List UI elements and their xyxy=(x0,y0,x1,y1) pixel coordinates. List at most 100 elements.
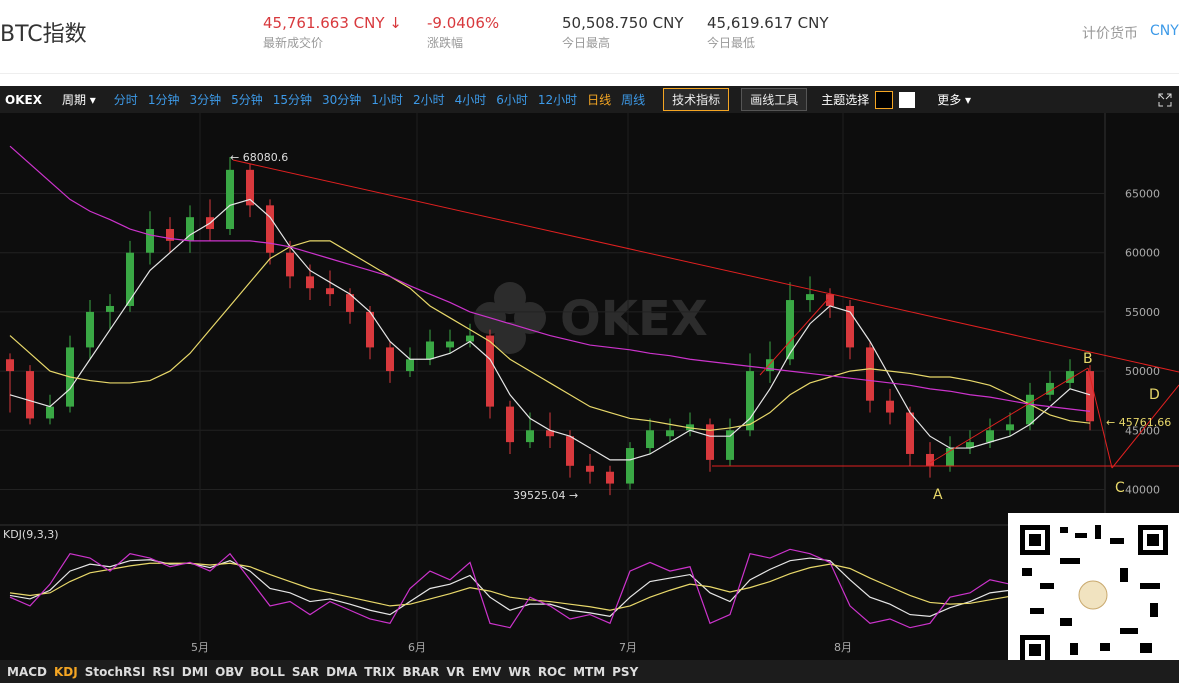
candle-body xyxy=(486,335,494,407)
intervals: 分时 1分钟 3分钟 5分钟 15分钟 30分钟 1小时 2小时 4小时 6小时 12小时 日线 周线 xyxy=(104,91,645,108)
candle-body xyxy=(246,169,254,206)
indicator[interactable]: RSI xyxy=(152,664,175,679)
candle-body xyxy=(306,276,314,289)
candle-body xyxy=(166,229,174,241)
indicator[interactable]: SAR xyxy=(291,664,320,679)
tool-button[interactable]: 技术指标 xyxy=(663,88,730,111)
interval[interactable]: 2小时 xyxy=(412,93,445,107)
index-title: BTC指数 xyxy=(0,22,87,47)
stat: -9.0406% 涨跌幅 xyxy=(427,14,499,51)
interval[interactable]: 4小时 xyxy=(454,93,487,107)
interval[interactable]: 30分钟 xyxy=(322,93,362,107)
candle-body xyxy=(26,371,34,419)
candle-body xyxy=(446,341,454,348)
interval[interactable]: 周线 xyxy=(621,93,646,107)
interval[interactable]: 1分钟 xyxy=(147,93,180,107)
candle-body xyxy=(866,347,874,401)
y-tick-label: 50000 xyxy=(1125,365,1160,378)
point-c: C xyxy=(1115,480,1125,496)
period[interactable]: 周期 ▾ xyxy=(61,93,96,107)
currency-label: 计价货币 xyxy=(1082,26,1138,42)
candle-body xyxy=(346,294,354,312)
currency[interactable]: CNY xyxy=(1150,23,1179,39)
candle-body xyxy=(626,448,634,484)
candle-body xyxy=(146,229,154,253)
candle-body xyxy=(1086,371,1094,422)
kdj-title: KDJ(9,3,3) xyxy=(3,528,59,541)
stat-label: 最新成交价 xyxy=(263,36,324,50)
indicator[interactable]: BRAR xyxy=(402,664,440,679)
kdj-line xyxy=(9,562,1091,611)
ma-line xyxy=(9,145,1091,412)
indicator[interactable]: PSY xyxy=(612,664,639,679)
x-tick-label: 8月 xyxy=(834,641,852,654)
candle-body xyxy=(286,252,294,277)
interval[interactable]: 15分钟 xyxy=(272,93,313,107)
stat-value: 45,761.663 CNY ↓ xyxy=(263,14,402,32)
candle-body xyxy=(566,436,574,466)
indicator[interactable]: VR xyxy=(446,664,465,679)
interval[interactable]: 分时 xyxy=(113,93,138,107)
candle-body xyxy=(926,453,934,466)
last-price-label: ← 45761.66 xyxy=(1106,416,1171,429)
stat-value: -9.0406% xyxy=(427,14,500,32)
point-a: A xyxy=(933,487,943,503)
indicator-bar: MACD KDJ StochRSI RSI DMI OBV BOLL SAR DMA TRIX BR… xyxy=(0,660,1179,683)
stat-value: 45,619.617 CNY xyxy=(707,14,829,32)
interval[interactable]: 6小时 xyxy=(496,93,528,107)
interval[interactable]: 3分钟 xyxy=(189,93,222,107)
theme-dark[interactable] xyxy=(875,90,894,109)
stat-value: 50,508.750 CNY xyxy=(562,14,684,32)
candle-body xyxy=(526,430,534,443)
candle-body xyxy=(786,300,794,360)
ma-lines xyxy=(9,145,1091,461)
interval[interactable]: 5分钟 xyxy=(231,93,263,107)
candle-body xyxy=(846,305,854,348)
stat: 45,619.617 CNY 今日最低 xyxy=(707,14,829,51)
indicator[interactable]: DMA xyxy=(326,664,358,679)
theme-label: 主题选择 xyxy=(821,93,870,107)
high-label: ← 68080.6 xyxy=(230,151,288,164)
x-tick-label: 5月 xyxy=(191,641,209,654)
point-d: D xyxy=(1149,387,1160,403)
candles xyxy=(6,157,1094,496)
indicator[interactable]: OBV xyxy=(215,664,244,679)
more[interactable]: 更多 ▾ xyxy=(937,93,972,107)
candle-body xyxy=(946,448,954,466)
candle-body xyxy=(666,430,674,437)
indicator[interactable]: StochRSI xyxy=(84,664,146,679)
interval[interactable]: 日线 xyxy=(587,93,612,107)
candle-body xyxy=(326,288,334,295)
stat-label: 涨跌幅 xyxy=(427,36,464,50)
candle-body xyxy=(1026,394,1034,425)
tool-button[interactable]: 画线工具 xyxy=(741,88,808,111)
indicator[interactable]: ROC xyxy=(537,664,567,679)
y-tick-label: 55000 xyxy=(1125,306,1160,319)
indicator[interactable]: MTM xyxy=(573,664,606,679)
stat-label: 今日最高 xyxy=(562,36,611,50)
interval[interactable]: 1小时 xyxy=(371,93,403,107)
y-tick-label: 65000 xyxy=(1125,188,1160,201)
brand: OKEX xyxy=(5,92,42,107)
candle-body xyxy=(886,400,894,413)
theme-light[interactable] xyxy=(899,91,916,108)
indicator[interactable]: DMI xyxy=(181,664,209,679)
candle-body xyxy=(986,430,994,443)
candle-body xyxy=(546,430,554,437)
indicator[interactable]: WR xyxy=(508,664,531,679)
indicator[interactable]: BOLL xyxy=(250,664,285,679)
candle-body xyxy=(606,471,614,484)
fullscreen-icon[interactable] xyxy=(1157,92,1173,108)
candle-body xyxy=(226,169,234,230)
indicator[interactable]: TRIX xyxy=(364,664,396,679)
divider xyxy=(0,73,1179,74)
indicator[interactable]: KDJ xyxy=(54,664,78,679)
indicator[interactable]: MACD xyxy=(7,664,47,679)
candle-body xyxy=(86,311,94,348)
stat: 45,761.663 CNY ↓ 最新成交价 xyxy=(263,14,402,51)
indicator[interactable]: EMV xyxy=(471,664,502,679)
stat: 50,508.750 CNY 今日最高 xyxy=(562,14,684,51)
candle-body xyxy=(406,359,414,372)
interval[interactable]: 12小时 xyxy=(537,93,578,107)
